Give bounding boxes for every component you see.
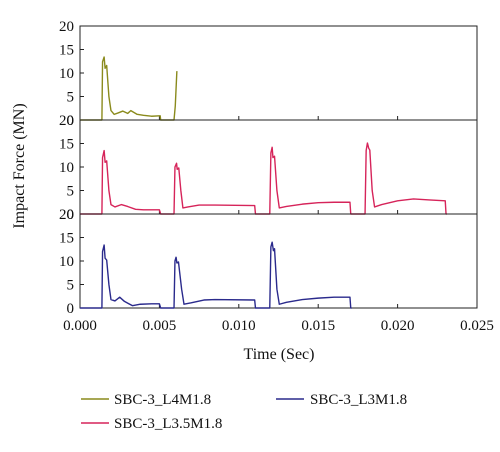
y-tick-label-top-2: 20 [59,207,74,223]
y-tick-label-2-1: 5 [67,278,75,294]
panel-1: 0 5 10 15 20 [59,113,478,223]
panel-2: 0 5 10 15 20 [59,207,478,317]
x-tick-label-1: 0.005 [143,318,177,334]
series-line-2 [80,241,352,309]
legend-entry-1: SBC-3_L3M1.8 [276,392,407,408]
legend-label-2: SBC-3_L3.5M1.8 [114,416,222,432]
y-tick-label-top-1: 20 [59,113,74,129]
y-tick-label-1-1: 5 [67,184,75,200]
series-line-0 [80,56,178,121]
x-axis-title: Time (Sec) [244,346,315,363]
legend-label-0: SBC-3_L4M1.8 [114,392,211,408]
series-line-1 [80,142,447,215]
x-tick-label-0: 0.000 [63,318,97,334]
x-tick-label-2: 0.010 [222,318,256,334]
y-tick-label-1-0: 0 [67,207,75,223]
legend-entry-0: SBC-3_L4M1.8 [81,392,211,408]
panel-0: 0 5 10 15 20 [59,19,478,129]
legend: SBC-3_L4M1.8 SBC-3_L3M1.8 SBC-3_L3.5M1.8 [81,392,407,432]
y-axis-title: Impact Force (MN) [11,103,28,228]
x-tick-label-5: 0.025 [460,318,494,334]
panel-frame-0 [79,25,478,121]
y-tick-label-0-3: 15 [59,43,74,59]
y-tick-label-1-2: 10 [59,160,74,176]
y-tick-label-2-0: 0 [67,301,75,317]
y-tick-label-2-2: 10 [59,254,74,270]
y-tick-label-0-4: 20 [59,19,74,35]
y-tick-label-2-3: 15 [59,231,74,247]
y-tick-label-0-1: 5 [67,90,75,106]
x-axis: 0.000 0.005 0.010 0.015 0.020 0.025 [63,318,494,334]
legend-entry-2: SBC-3_L3.5M1.8 [81,416,222,432]
panel-frame-2 [79,213,478,309]
y-tick-label-1-3: 15 [59,137,74,153]
y-tick-label-0-2: 10 [59,66,74,82]
x-tick-label-4: 0.020 [381,318,415,334]
x-tick-label-3: 0.015 [301,318,335,334]
y-tick-label-0-0: 0 [67,113,75,129]
legend-label-1: SBC-3_L3M1.8 [310,392,407,408]
